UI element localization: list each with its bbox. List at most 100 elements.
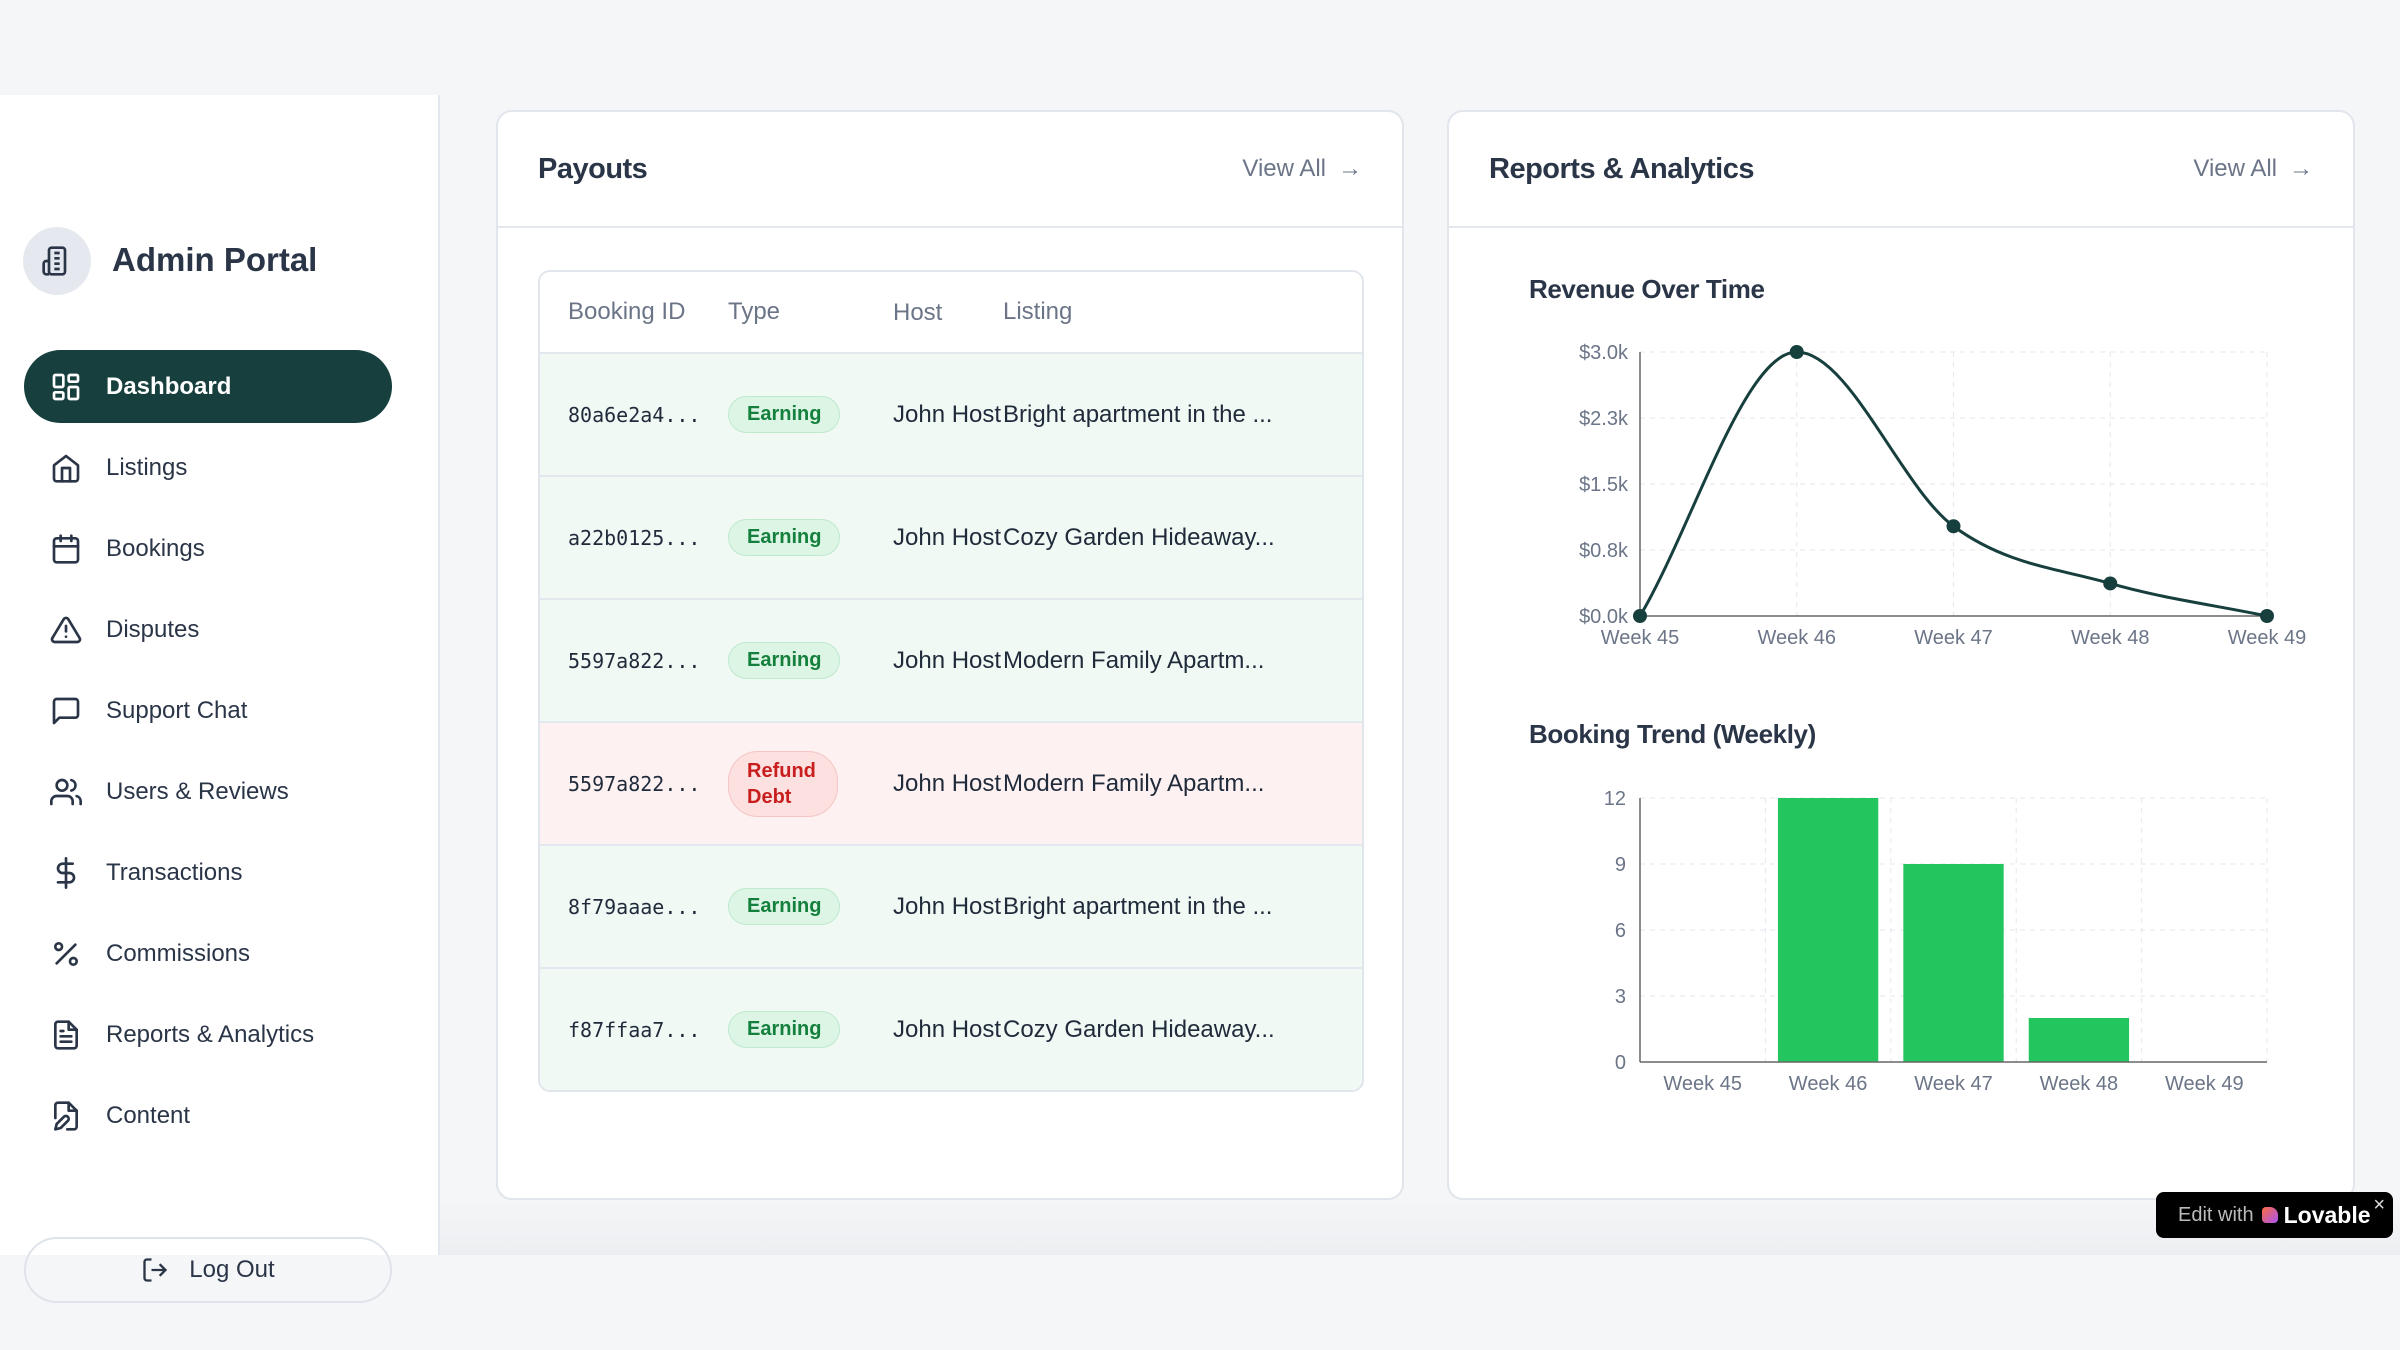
home-icon <box>52 454 80 483</box>
table-row[interactable]: 5597a822... Earning John Host Modern Fam… <box>540 598 1362 721</box>
lovable-heart-icon <box>2261 1207 2278 1223</box>
sidebar-item-bookings[interactable]: Bookings <box>24 512 392 585</box>
sidebar-item-listings[interactable]: Listings <box>24 431 392 504</box>
host-name: John Host <box>893 893 1002 920</box>
table-row[interactable]: a22b0125... Earning John Host Cozy Garde… <box>540 475 1362 598</box>
sidebar-item-label: Reports & Analytics <box>106 1020 315 1048</box>
x-tick-label: Week 47 <box>1914 1073 1993 1095</box>
y-tick-label: 12 <box>1604 788 1626 810</box>
revenue-point <box>2260 609 2274 623</box>
listing-name: Bright apartment in the ... <box>1003 400 1273 428</box>
view-all-label: View All <box>1242 155 1326 182</box>
table-header: Booking ID Type Host Listing <box>540 272 1362 352</box>
payouts-table: Booking ID Type Host Listing 80a6e2a4...… <box>538 270 1364 1092</box>
sidebar-item-users-reviews[interactable]: Users & Reviews <box>24 755 392 828</box>
type-badge: Refund Debt <box>728 750 838 817</box>
sidebar-item-label: Support Chat <box>106 696 248 724</box>
table-row[interactable]: f87ffaa7... Earning John Host Cozy Garde… <box>540 967 1362 1090</box>
file-edit-icon <box>54 1100 78 1131</box>
logout-button[interactable]: Log Out <box>24 1237 392 1303</box>
reports-title: Reports & Analytics <box>1489 152 1755 185</box>
sidebar-item-label: Dashboard <box>106 372 232 400</box>
y-tick-label: $0.8k <box>1579 540 1629 562</box>
booking-id: 5597a822... <box>568 648 701 673</box>
column-header: Listing <box>1003 298 1073 325</box>
sidebar-item-reports-analytics[interactable]: Reports & Analytics <box>24 998 392 1071</box>
logout-label: Log Out <box>189 1256 275 1283</box>
booking-chart-title: Booking Trend (Weekly) <box>1529 719 1816 749</box>
sidebar-item-label: Listings <box>106 453 188 481</box>
listing-name: Cozy Garden Hideaway... <box>1003 1015 1275 1043</box>
arrow-right-icon: → <box>2289 155 2313 182</box>
x-tick-label: Week 48 <box>2040 1073 2119 1095</box>
sidebar-item-dashboard[interactable]: Dashboard <box>24 350 392 423</box>
sidebar-item-disputes[interactable]: Disputes <box>24 593 392 666</box>
sidebar-item-commissions[interactable]: Commissions <box>24 917 392 990</box>
charts: $0.0k $0.8k $1.5k $2.3k $3.0k Week 45 Week 46 W… <box>1579 342 2306 1095</box>
x-tick-label: Week 45 <box>1601 627 1680 649</box>
payouts-card: Payouts View All → Booking ID Type Host L… <box>496 110 1404 1200</box>
sidebar-item-content[interactable]: Content <box>24 1079 392 1152</box>
dollar-sign-icon <box>56 856 76 889</box>
host-name: John Host <box>893 1016 1002 1043</box>
layout-dashboard-icon <box>52 373 80 400</box>
file-text-icon <box>54 1019 78 1050</box>
type-badge: Earning <box>728 396 841 433</box>
host-name: John Host <box>893 401 1002 428</box>
message-square-icon <box>52 697 80 724</box>
sidebar-item-label: Users & Reviews <box>106 777 289 805</box>
y-tick-label: $2.3k <box>1579 408 1629 430</box>
booking-bar <box>1903 864 2004 1062</box>
x-tick-label: Week 46 <box>1789 1073 1868 1095</box>
sidebar-item-transactions[interactable]: Transactions <box>24 836 392 909</box>
payouts-view-all-link[interactable]: View All → <box>1242 155 1362 183</box>
y-tick-label: 0 <box>1615 1052 1626 1074</box>
host-name: John Host <box>893 647 1002 674</box>
revenue-point <box>1789 345 1804 359</box>
booking-id: 80a6e2a4... <box>568 402 701 427</box>
sidebar-item-label: Transactions <box>106 858 243 886</box>
calendar-icon <box>52 533 80 564</box>
sidebar-item-label: Disputes <box>106 615 200 643</box>
y-tick-label: 9 <box>1615 854 1626 876</box>
y-tick-label: 3 <box>1615 986 1626 1008</box>
type-badge: Earning <box>728 888 841 925</box>
footer-band <box>440 1200 2400 1255</box>
type-badge: Earning <box>728 642 841 679</box>
sidebar-item-label: Bookings <box>106 534 205 562</box>
payouts-title: Payouts <box>538 152 648 185</box>
close-icon[interactable]: × <box>2373 1194 2385 1216</box>
table-row[interactable]: 5597a822... Refund Debt John Host Modern… <box>540 721 1362 844</box>
building-icon <box>23 227 91 295</box>
x-tick-label: Week 48 <box>2071 627 2150 649</box>
percent-icon <box>54 941 78 966</box>
column-header: Host <box>893 298 943 326</box>
revenue-line <box>1638 350 2268 618</box>
table-row[interactable]: 8f79aaae... Earning John Host Bright apa… <box>540 844 1362 967</box>
log-out-icon <box>143 1258 168 1282</box>
reports-view-all-link[interactable]: View All → <box>2193 155 2313 183</box>
listing-name: Bright apartment in the ... <box>1003 892 1273 920</box>
x-tick-label: Week 47 <box>1914 627 1993 649</box>
y-tick-label: $0.0k <box>1579 606 1629 628</box>
column-header: Type <box>728 298 781 325</box>
y-tick-label: $1.5k <box>1579 474 1629 496</box>
column-header: Booking ID <box>568 298 686 325</box>
booking-id: a22b0125... <box>568 525 701 550</box>
users-icon <box>50 778 82 805</box>
revenue-point <box>1633 609 1647 623</box>
edit-with-lovable-badge[interactable]: Edit with Lovable × <box>2156 1192 2393 1238</box>
sidebar-item-label: Commissions <box>106 939 251 967</box>
listing-name: Modern Family Apartm... <box>1003 769 1265 797</box>
x-tick-label: Week 49 <box>2165 1073 2244 1095</box>
table-row[interactable]: 80a6e2a4... Earning John Host Bright apa… <box>540 352 1362 475</box>
sidebar: Admin Portal Dashboard Listings Bookings Di… <box>0 95 440 1303</box>
sidebar-item-support-chat[interactable]: Support Chat <box>24 674 392 747</box>
listing-name: Cozy Garden Hideaway... <box>1003 523 1275 551</box>
sidebar-nav: Dashboard Listings Bookings Disputes Support… <box>24 350 392 1160</box>
x-tick-label: Week 46 <box>1757 627 1836 649</box>
view-all-label: View All <box>2193 155 2277 182</box>
arrow-right-icon: → <box>1338 155 1362 182</box>
booking-bar <box>1777 798 1879 1062</box>
booking-id: 8f79aaae... <box>568 894 701 919</box>
